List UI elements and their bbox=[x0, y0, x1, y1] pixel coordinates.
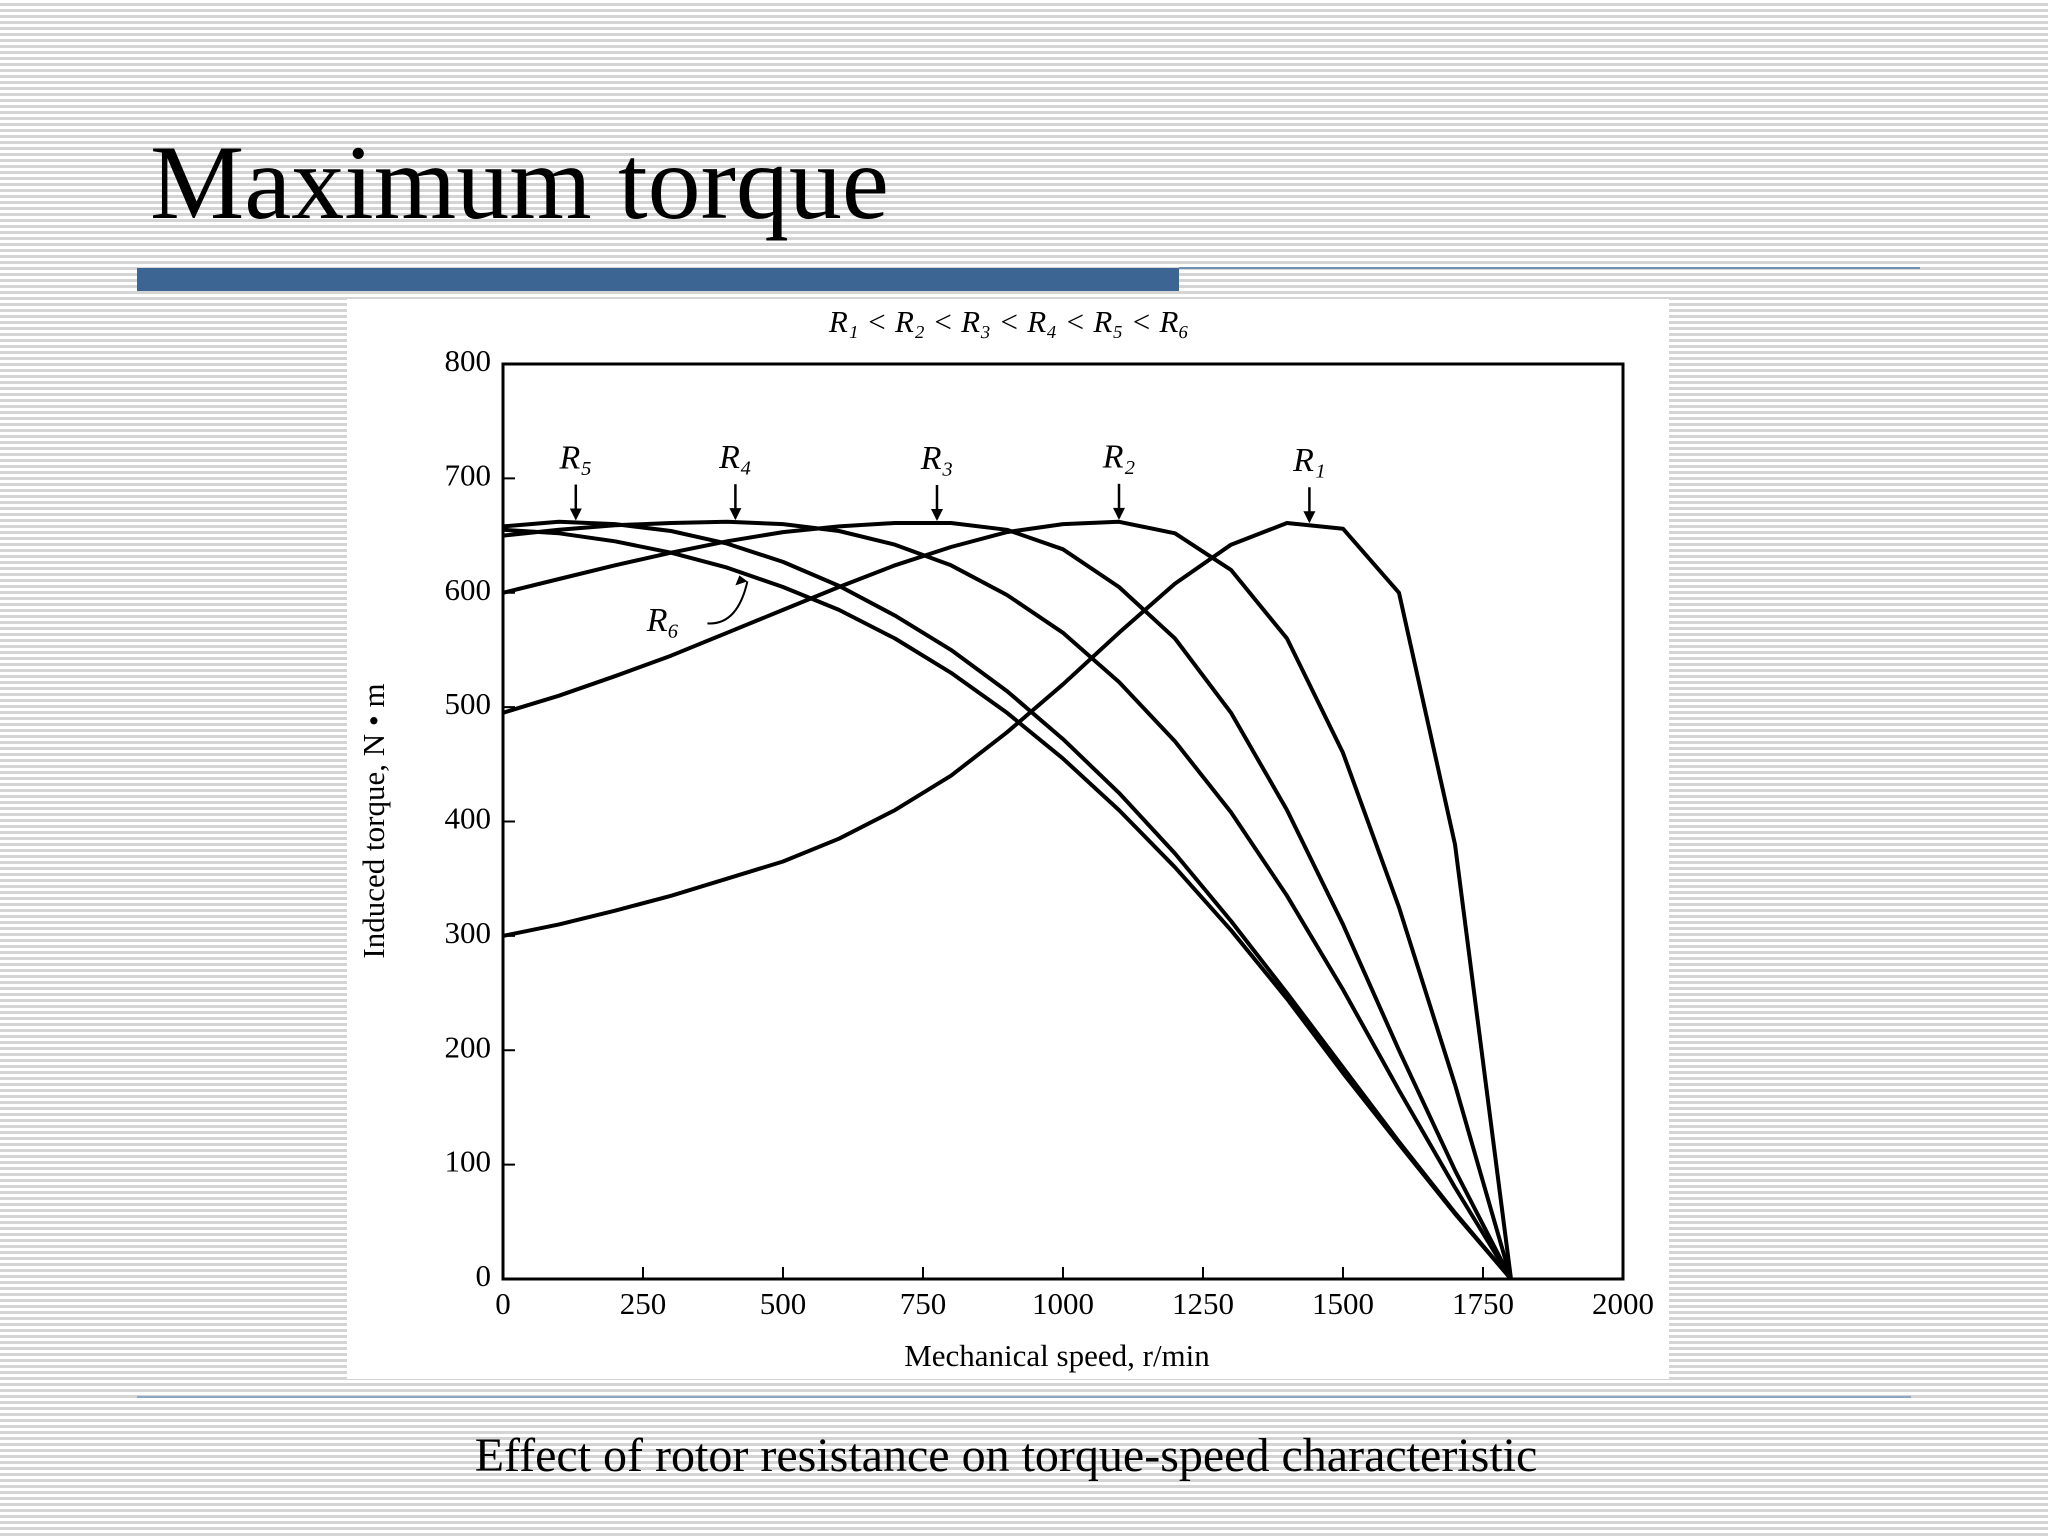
chart-background bbox=[347, 299, 1669, 1379]
series-label: R₆ bbox=[646, 602, 680, 639]
annotation-arrowhead bbox=[735, 575, 748, 586]
y-tick-label: 700 bbox=[445, 457, 492, 492]
x-tick-label: 0 bbox=[495, 1286, 511, 1321]
title-bar bbox=[137, 268, 1179, 291]
y-tick-label: 500 bbox=[445, 686, 492, 721]
series-label: R₅ bbox=[559, 439, 593, 476]
x-tick-label: 250 bbox=[620, 1286, 667, 1321]
annotation-arrowhead bbox=[729, 508, 742, 521]
caption-rule bbox=[137, 1396, 1911, 1398]
x-tick-label: 1250 bbox=[1172, 1286, 1234, 1321]
x-axis-label: Mechanical speed, r/min bbox=[904, 1338, 1210, 1373]
y-tick-label: 600 bbox=[445, 572, 492, 607]
series-line bbox=[502, 519, 1513, 1280]
y-axis-label: Induced torque, N • m bbox=[356, 683, 391, 958]
caption: Effect of rotor resistance on torque-spe… bbox=[474, 1429, 1538, 1482]
annotation-arrow bbox=[707, 581, 749, 625]
series-label: R₂ bbox=[1102, 439, 1136, 476]
series-label: R₄ bbox=[718, 439, 752, 476]
y-tick-label: 200 bbox=[445, 1029, 492, 1064]
y-tick-label: 300 bbox=[445, 915, 492, 950]
series-label: R₁ bbox=[1292, 442, 1326, 479]
series-line bbox=[502, 521, 1513, 1280]
y-tick-label: 800 bbox=[445, 343, 492, 378]
annotation-arrowhead bbox=[931, 508, 943, 521]
y-tick-label: 100 bbox=[445, 1144, 492, 1179]
chart-title: R₁ < R₂ < R₃ < R₄ < R₅ < R₆ bbox=[828, 304, 1189, 339]
x-tick-label: 1000 bbox=[1032, 1286, 1094, 1321]
x-tick-label: 500 bbox=[760, 1286, 807, 1321]
annotation-arrowhead bbox=[569, 508, 582, 521]
x-tick-label: 2000 bbox=[1592, 1286, 1654, 1321]
y-tick-label: 400 bbox=[445, 801, 492, 836]
x-tick-label: 750 bbox=[900, 1286, 947, 1321]
slide-title: Maximum torque bbox=[150, 124, 889, 241]
chart: R₁ < R₂ < R₃ < R₄ < R₅ < R₆ Mechanical s… bbox=[347, 299, 1669, 1379]
series-label: R₃ bbox=[920, 440, 954, 477]
annotation-arrowhead bbox=[1303, 511, 1316, 524]
x-tick-label: 1750 bbox=[1452, 1286, 1514, 1321]
x-tick-label: 1500 bbox=[1312, 1286, 1374, 1321]
y-tick-label: 0 bbox=[476, 1258, 492, 1293]
series-line bbox=[502, 519, 1513, 1281]
series-line bbox=[502, 519, 1513, 1281]
title-rule bbox=[1179, 267, 1920, 269]
annotation-arrowhead bbox=[1113, 507, 1125, 520]
series-line bbox=[502, 527, 1513, 1281]
